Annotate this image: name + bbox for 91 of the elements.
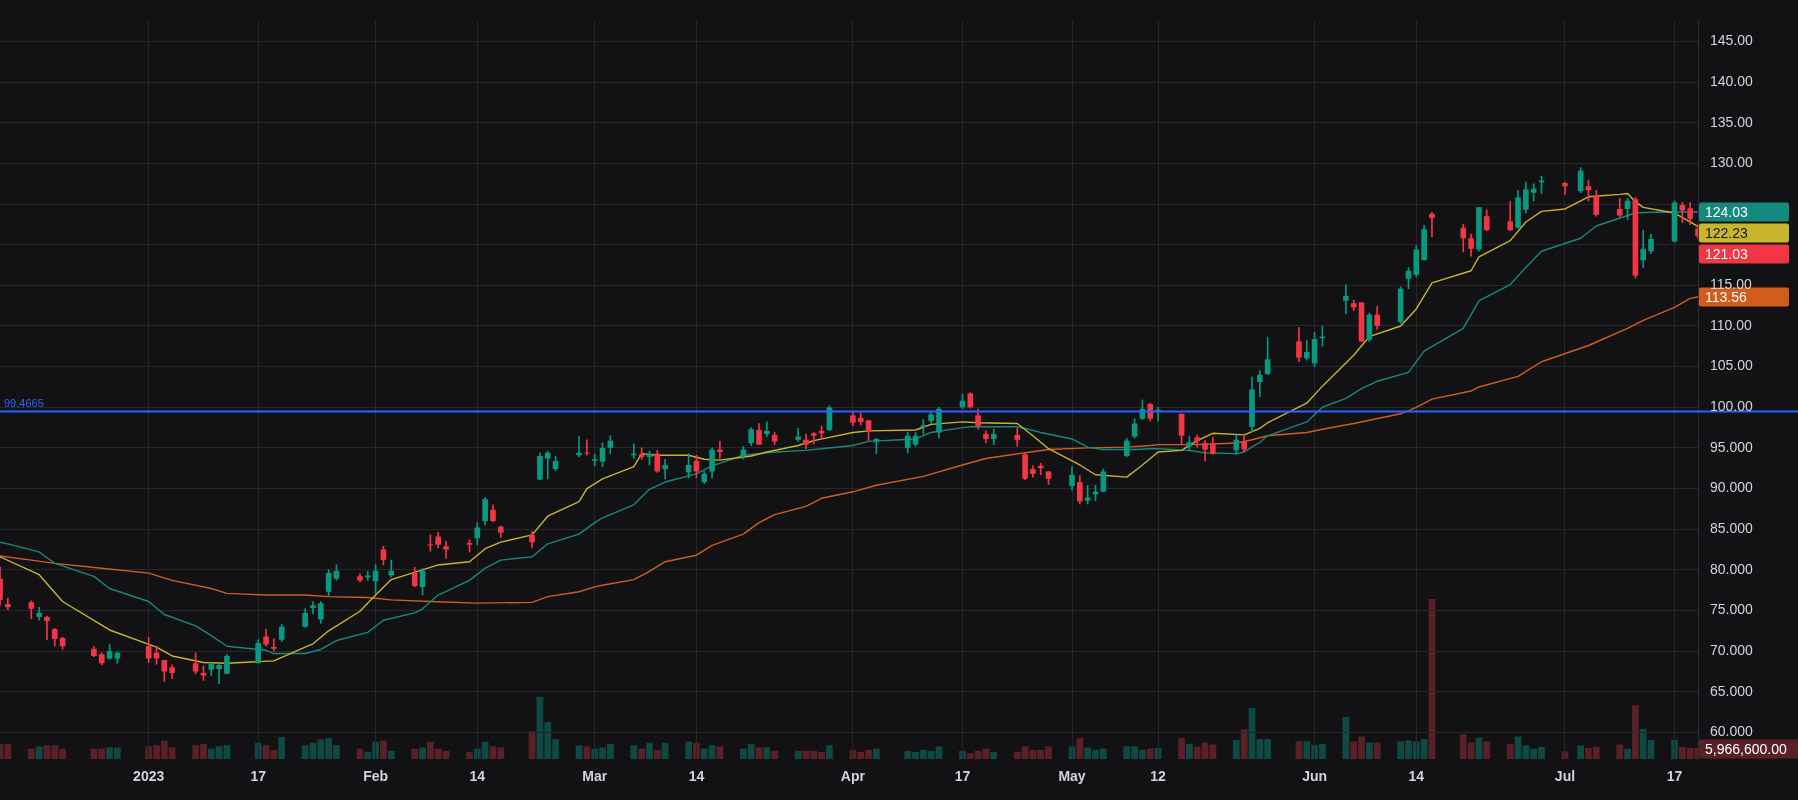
bar: [771, 751, 779, 760]
bar: [653, 750, 661, 760]
y-tick-label: 110.00: [1710, 316, 1752, 333]
candlestick: [1256, 370, 1263, 398]
y-tick-label: 85.000: [1710, 520, 1754, 537]
candlestick: [44, 615, 50, 641]
annotation: 121.03: [1705, 245, 1749, 262]
candlestick: [662, 458, 668, 480]
candlestick: [1343, 284, 1349, 315]
y-tick-label: 95.000: [1710, 438, 1754, 455]
y-tick-label: 130.00: [1710, 154, 1754, 171]
bar: [1506, 744, 1514, 760]
candlestick: [591, 454, 598, 467]
y-tick-label: 105.00: [1710, 357, 1754, 374]
bar: [575, 745, 583, 760]
x-tick-label: 14: [1408, 768, 1425, 785]
bar: [1146, 748, 1154, 760]
text: 5,966,600.00: [1705, 741, 1787, 758]
x-tick-label: 17: [1666, 768, 1683, 785]
bar: [1186, 744, 1193, 760]
bar: [1365, 742, 1373, 760]
bar: [262, 745, 270, 760]
annotation: 124.03: [1705, 203, 1749, 220]
y-tick-label: 145.00: [1710, 32, 1754, 49]
x-tick-label: 17: [250, 768, 267, 785]
bar: [1632, 705, 1639, 760]
bar: [1295, 741, 1303, 760]
candlestick: [443, 541, 449, 559]
bar: [716, 746, 724, 760]
x-tick-label: 14: [688, 768, 705, 785]
bar: [278, 737, 286, 760]
bar: [1076, 738, 1084, 760]
bar: [990, 752, 998, 760]
bar: [466, 752, 473, 760]
bar: [755, 747, 763, 760]
x-tick-label: 2023: [133, 768, 165, 785]
y-tick-label: 100.00: [1710, 398, 1754, 415]
annotation: 122.23: [1705, 224, 1749, 241]
candlestick: [1562, 181, 1568, 195]
bar: [1373, 742, 1381, 760]
candlestick: [544, 450, 551, 480]
bar: [583, 746, 591, 760]
y-tick-label: 70.000: [1710, 641, 1754, 658]
bar: [638, 748, 646, 760]
y-tick-label: 65.000: [1710, 682, 1754, 699]
bar: [1240, 729, 1248, 760]
bar: [685, 741, 692, 760]
bar: [646, 743, 653, 760]
x-tick-label: 14: [469, 768, 486, 785]
candlestick: [1429, 211, 1435, 237]
bar: [1577, 745, 1584, 760]
bar: [27, 748, 35, 760]
bar: [223, 745, 231, 760]
bar: [419, 747, 426, 760]
bar: [1616, 744, 1624, 760]
y-tick-label: 135.00: [1710, 113, 1754, 130]
bar: [1624, 749, 1631, 760]
candlestick: [5, 597, 11, 610]
bar: [387, 751, 395, 760]
bar: [35, 746, 43, 760]
bar: [794, 751, 802, 760]
bar: [1483, 741, 1491, 760]
x-tick-label: Apr: [840, 768, 866, 785]
candlestick: [764, 421, 770, 437]
candlestick: [216, 662, 222, 684]
bar: [380, 740, 387, 760]
bar: [411, 748, 419, 760]
x-tick-label: 17: [954, 768, 971, 785]
x-tick-label: May: [1058, 768, 1086, 785]
y-tick-label: 80.000: [1710, 560, 1754, 577]
bar: [873, 748, 880, 760]
x-tick-label: 12: [1150, 768, 1167, 785]
x-tick-label: Jun: [1302, 768, 1328, 785]
ref-line-label: 99.4665: [4, 397, 44, 410]
bar: [1178, 738, 1185, 760]
candlestick: [584, 439, 590, 456]
candlestick: [795, 428, 801, 442]
y-tick-label: 140.00: [1710, 73, 1754, 90]
y-tick-label: 75.000: [1710, 601, 1754, 618]
bar: [630, 745, 638, 760]
candlestick: [810, 432, 817, 445]
y-tick-label: 60.000: [1710, 723, 1754, 740]
x-tick-label: Mar: [582, 768, 608, 785]
x-tick-label: Feb: [363, 768, 389, 785]
bar: [1232, 740, 1240, 760]
candlestick: [1014, 428, 1021, 447]
x-tick-label: Jul: [1554, 768, 1576, 785]
bar: [763, 747, 771, 760]
bar: [826, 745, 833, 760]
candlestick: [271, 638, 277, 652]
y-tick-label: 90.000: [1710, 479, 1754, 496]
